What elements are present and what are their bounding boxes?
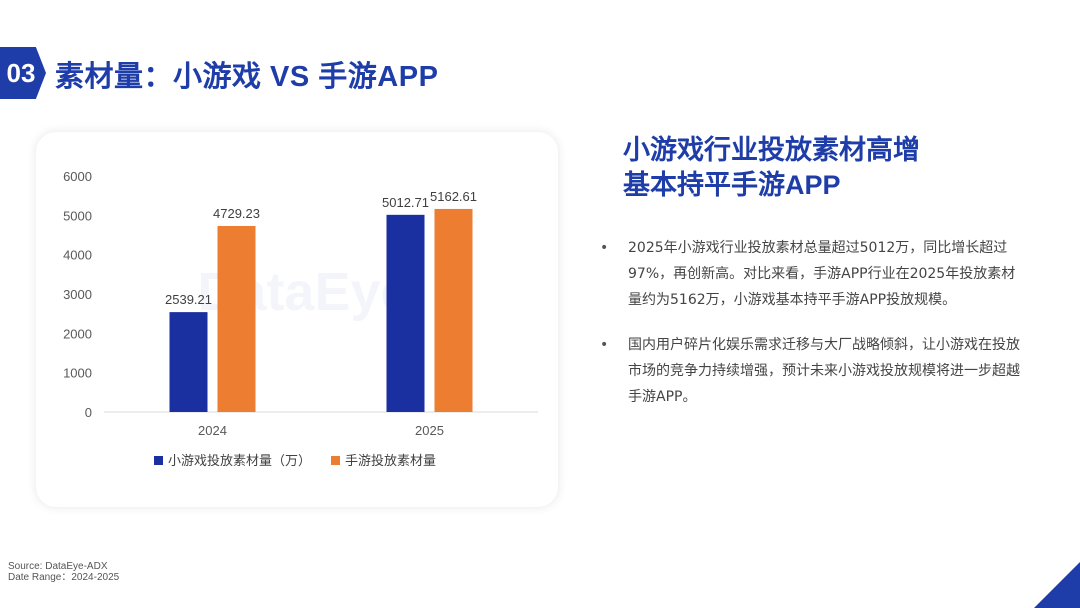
bar-data-label: 5012.71 (382, 195, 429, 210)
chart-card: DataEye 0 1000 2000 3000 4000 5000 6000 2539.21 4… (36, 132, 558, 507)
source-line: Source: DataEye-ADX (8, 561, 108, 572)
bullet-marker: • (600, 337, 609, 353)
bullet-item: • 2025年小游戏行业投放素材总量超过5012万，同比增长超过97%，再创新高… (600, 235, 1020, 313)
page-title: 素材量：小游戏 VS 手游APP (55, 61, 439, 93)
bullet-marker: • (600, 240, 609, 256)
bar-chart: DataEye01000200030004000500060002539.214… (63, 169, 538, 469)
bar (169, 312, 208, 412)
bar-data-label: 2539.21 (165, 292, 212, 307)
x-tick-label: 2025 (415, 423, 444, 438)
bar-data-label: 5162.61 (430, 189, 477, 204)
y-tick-label: 0 (85, 405, 92, 420)
legend-label: 手游投放素材量 (345, 453, 436, 469)
headline: 小游戏行业投放素材高增 基本持平手游APP (623, 133, 1043, 203)
section-number-badge: 03 (0, 47, 46, 99)
source-note: Source: DataEye-ADX Date Range：2024-2025 (8, 561, 119, 583)
y-tick-label: 5000 (63, 208, 92, 223)
legend-swatch (331, 456, 340, 465)
x-tick-label: 2024 (198, 423, 227, 438)
bar (217, 225, 256, 412)
bar (386, 214, 425, 412)
y-tick-label: 4000 (63, 248, 92, 263)
y-tick-label: 3000 (63, 287, 92, 302)
bar (434, 208, 473, 412)
y-tick-label: 1000 (63, 366, 92, 381)
bullet-text: 国内用户碎片化娱乐需求迁移与大厂战略倾斜，让小游戏在投放市场的竞争力持续增强，预… (628, 337, 1020, 405)
bullet-list: • 2025年小游戏行业投放素材总量超过5012万，同比增长超过97%，再创新高… (600, 235, 1020, 429)
y-tick-label: 6000 (63, 169, 92, 184)
legend-label: 小游戏投放素材量（万） (168, 453, 311, 469)
headline-line: 基本持平手游APP (623, 170, 841, 200)
y-tick-label: 2000 (63, 326, 92, 341)
bullet-item: • 国内用户碎片化娱乐需求迁移与大厂战略倾斜，让小游戏在投放市场的竞争力持续增强… (600, 332, 1020, 410)
headline-line: 小游戏行业投放素材高增 (623, 135, 920, 165)
corner-decoration (1034, 562, 1080, 608)
date-range-line: Date Range：2024-2025 (8, 572, 120, 583)
bar-data-label: 4729.23 (213, 206, 260, 221)
bullet-text: 2025年小游戏行业投放素材总量超过5012万，同比增长超过97%，再创新高。对… (628, 240, 1016, 308)
legend-swatch (154, 456, 163, 465)
section-number: 03 (6, 57, 36, 88)
